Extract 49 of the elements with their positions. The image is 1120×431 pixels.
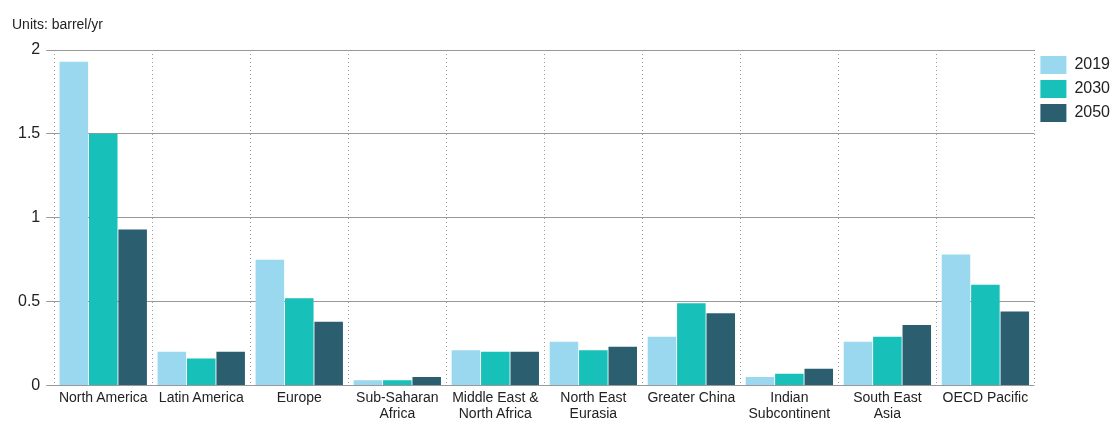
bar (775, 373, 804, 385)
y-tick-label: 0 (31, 375, 41, 393)
bar (481, 351, 510, 385)
bar (745, 377, 775, 385)
bar (971, 284, 1000, 385)
x-tick-label: OECD Pacific (942, 388, 1029, 405)
bar (157, 351, 187, 385)
bar (59, 61, 89, 385)
bar (255, 259, 285, 385)
y-tick-label: 0.5 (17, 291, 41, 309)
bar (285, 298, 314, 385)
bar (118, 229, 147, 385)
bar (902, 325, 932, 385)
x-tick-label: Middle East & North Africa (452, 388, 540, 422)
bar (353, 380, 383, 385)
bar (88, 133, 118, 385)
bar (451, 350, 481, 385)
bar (510, 351, 539, 385)
legend-label: 2030 (1074, 79, 1111, 97)
x-tick-label: North America (58, 388, 148, 405)
bar (677, 303, 706, 385)
bar (706, 313, 736, 385)
bar (608, 346, 637, 385)
bar (647, 336, 677, 385)
bar (873, 336, 902, 385)
bar (314, 321, 343, 385)
x-tick-label: Greater China (647, 388, 736, 405)
bar (383, 380, 412, 385)
bar (941, 254, 971, 385)
bar (579, 350, 608, 385)
bar (843, 341, 873, 385)
y-tick-label: 2 (31, 40, 41, 58)
bar (216, 351, 245, 385)
y-axis-title: Units: barrel/yr (12, 15, 104, 32)
bar (187, 358, 216, 385)
x-tick-label: North East Eurasia (560, 388, 627, 422)
x-tick-label: Latin America (158, 388, 244, 405)
legend-label: 2050 (1074, 103, 1111, 121)
x-tick-label: Europe (276, 388, 323, 405)
x-tick-label: South East Asia (853, 388, 922, 422)
x-tick-label: Sub-Saharan Africa (356, 388, 439, 422)
legend-label: 2019 (1074, 55, 1111, 73)
bar (412, 377, 441, 385)
y-tick-label: 1 (31, 208, 41, 226)
bar (549, 341, 579, 385)
bar (804, 368, 834, 385)
bar (1000, 311, 1030, 385)
y-tick-label: 1.5 (17, 124, 41, 142)
x-tick-label: Indian Subcontinent (748, 388, 831, 422)
